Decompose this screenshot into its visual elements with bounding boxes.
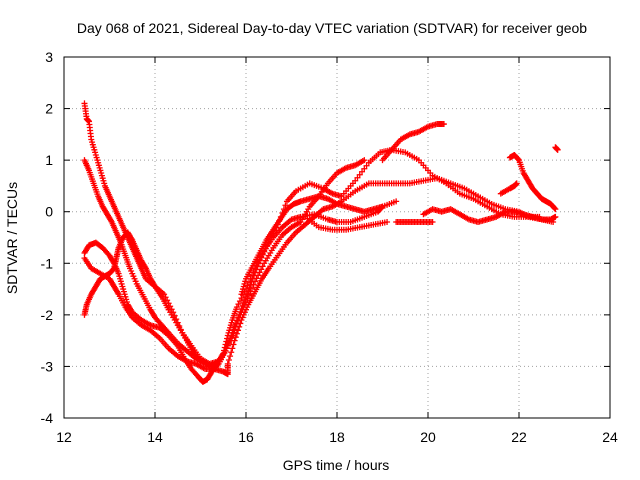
data-point bbox=[232, 334, 239, 341]
chart-title: Day 068 of 2021, Sidereal Day-to-day VTE… bbox=[77, 20, 587, 36]
data-point bbox=[229, 345, 236, 352]
series-track-4 bbox=[81, 175, 543, 378]
data-point bbox=[114, 289, 121, 296]
data-point bbox=[551, 205, 558, 212]
data-point bbox=[254, 263, 261, 270]
data-point bbox=[361, 165, 368, 172]
y-tick-label: 1 bbox=[45, 152, 53, 168]
data-point bbox=[256, 269, 263, 276]
data-point bbox=[359, 168, 366, 175]
data-point bbox=[235, 327, 242, 334]
series-track-9 bbox=[393, 219, 436, 226]
x-axis-label: GPS time / hours bbox=[283, 457, 390, 473]
data-point bbox=[282, 202, 289, 209]
data-point bbox=[246, 292, 253, 299]
data-point bbox=[164, 297, 171, 304]
x-tick-label: 24 bbox=[602, 429, 618, 445]
y-axis-label: SDTVAR / TECUs bbox=[4, 182, 20, 294]
data-point bbox=[230, 341, 237, 348]
data-point bbox=[230, 329, 237, 336]
series-track-6 bbox=[238, 193, 400, 298]
data-point bbox=[354, 174, 361, 181]
data-point bbox=[258, 266, 265, 273]
x-tick-label: 18 bbox=[329, 429, 345, 445]
data-point bbox=[440, 121, 447, 128]
x-tick-label: 14 bbox=[147, 429, 163, 445]
data-point bbox=[142, 264, 149, 271]
series-track-8 bbox=[379, 121, 447, 164]
series-track-3 bbox=[81, 157, 368, 385]
plot-frame bbox=[63, 56, 611, 419]
y-tick-label: 3 bbox=[45, 49, 53, 65]
data-point bbox=[361, 157, 368, 164]
series-track-7 bbox=[302, 213, 391, 233]
series-track-2 bbox=[81, 146, 557, 370]
y-tick-label: 2 bbox=[45, 101, 53, 117]
y-tick-label: -2 bbox=[41, 307, 54, 323]
data-points bbox=[81, 100, 561, 385]
x-tick-label: 12 bbox=[56, 429, 72, 445]
data-point bbox=[167, 303, 174, 310]
data-point bbox=[554, 146, 561, 153]
grid bbox=[64, 57, 610, 418]
data-point bbox=[228, 349, 235, 356]
series-track-10 bbox=[420, 206, 559, 226]
x-tick-label: 16 bbox=[238, 429, 254, 445]
data-point bbox=[252, 278, 259, 285]
data-point bbox=[253, 275, 260, 282]
data-point bbox=[255, 272, 262, 279]
y-tick-label: -1 bbox=[41, 255, 54, 271]
data-point bbox=[236, 323, 243, 330]
data-point bbox=[225, 356, 232, 363]
data-point bbox=[356, 171, 363, 178]
data-point bbox=[197, 358, 204, 365]
data-point bbox=[236, 298, 243, 305]
data-point bbox=[249, 285, 256, 292]
data-point bbox=[227, 353, 234, 360]
data-point bbox=[128, 235, 135, 242]
data-point bbox=[552, 213, 559, 220]
x-tick-label: 22 bbox=[511, 429, 527, 445]
data-point bbox=[151, 282, 158, 289]
data-point bbox=[108, 217, 115, 224]
data-point bbox=[384, 219, 391, 226]
y-tick-label: -3 bbox=[41, 358, 54, 374]
data-point bbox=[231, 337, 238, 344]
data-point bbox=[196, 356, 203, 363]
series-track-12 bbox=[497, 180, 520, 197]
x-tick-label: 20 bbox=[420, 429, 436, 445]
data-point bbox=[259, 263, 266, 270]
data-point bbox=[552, 206, 559, 213]
data-point bbox=[235, 301, 242, 308]
data-point bbox=[264, 242, 271, 249]
y-tick-label: -4 bbox=[41, 410, 54, 426]
data-point bbox=[256, 257, 263, 264]
data-point bbox=[513, 180, 520, 187]
y-tick-label: 0 bbox=[45, 204, 53, 220]
series-track-11 bbox=[506, 151, 559, 213]
data-point bbox=[231, 326, 238, 333]
data-point bbox=[429, 219, 436, 226]
data-point bbox=[229, 332, 236, 339]
data-point bbox=[224, 360, 231, 367]
data-point bbox=[237, 320, 244, 327]
data-point bbox=[363, 162, 370, 169]
data-point bbox=[261, 248, 268, 255]
series-track-13 bbox=[552, 144, 561, 153]
series-track-5 bbox=[81, 229, 204, 365]
data-point bbox=[515, 156, 522, 163]
data-point bbox=[393, 198, 400, 205]
data-point bbox=[233, 304, 240, 311]
data-point bbox=[233, 330, 240, 337]
data-point bbox=[352, 177, 359, 184]
